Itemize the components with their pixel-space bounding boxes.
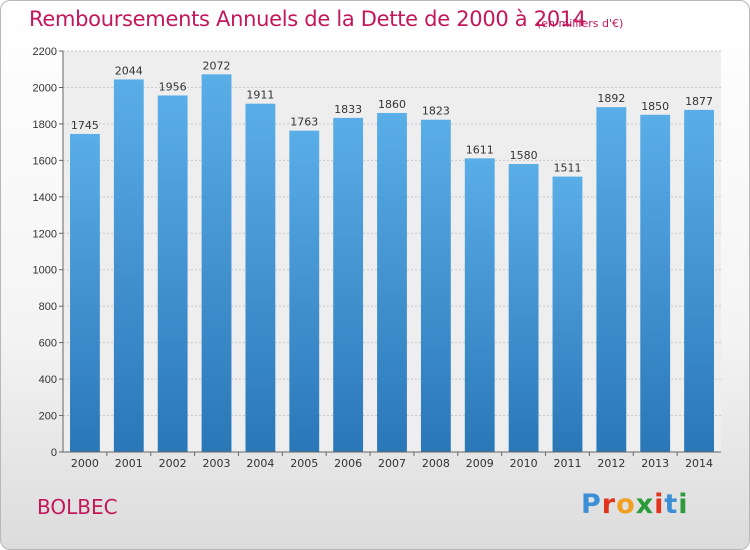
bar-value-label: 1745 (71, 119, 99, 132)
bar (464, 158, 495, 452)
bars: 1745 2044 1956 2072 1911 1763 1833 1860 1823 1611… (70, 59, 714, 453)
logo-letter: i (654, 489, 665, 520)
chart-title: Remboursements Annuels de la Dette de 20… (29, 7, 586, 31)
x-tick-label: 2010 (510, 457, 538, 470)
bar (333, 117, 364, 452)
y-tick-label: 600 (39, 338, 57, 350)
bar (508, 164, 539, 452)
y-tick-label: 2200 (33, 46, 57, 58)
city-name: BOLBEC (37, 495, 118, 519)
y-tick-label: 1800 (33, 119, 57, 131)
y-tick-label: 2000 (33, 82, 57, 94)
bar-value-label: 2044 (115, 64, 143, 77)
logo-letter: P (581, 489, 602, 520)
bar (245, 103, 276, 452)
bar-value-label: 1892 (597, 92, 625, 105)
x-tick-label: 2003 (203, 457, 231, 470)
y-tick-label: 1400 (33, 192, 57, 204)
y-tick-label: 400 (39, 374, 57, 386)
x-tick-label: 2004 (246, 457, 274, 470)
y-tick-label: 1000 (33, 265, 57, 277)
bar-value-label: 1911 (246, 89, 274, 102)
proxiti-logo[interactable]: Proxiti (581, 489, 689, 520)
bar (596, 107, 627, 452)
bar-value-label: 1511 (553, 162, 581, 175)
y-tick-label: 1200 (33, 228, 57, 240)
y-tick-label: 200 (39, 411, 57, 423)
bar-value-label: 1877 (685, 95, 713, 108)
bar-value-label: 1833 (334, 103, 362, 116)
x-tick-label: 2014 (685, 457, 713, 470)
x-tick-label: 2002 (159, 457, 187, 470)
x-axis: 2000 2001 2002 2003 2004 2005 2006 2007 2008 2009… (63, 451, 721, 470)
bar-value-label: 2072 (203, 59, 231, 72)
x-tick-label: 2000 (71, 457, 99, 470)
logo-letter: r (601, 489, 617, 520)
bar (113, 79, 144, 453)
unit-label: (en milliers d'€) (537, 17, 624, 30)
y-tick-label: 800 (39, 301, 57, 313)
x-tick-label: 2012 (597, 457, 625, 470)
x-tick-label: 2007 (378, 457, 406, 470)
bar-value-label: 1860 (378, 98, 406, 111)
bar-value-label: 1763 (290, 116, 318, 129)
bar-value-label: 1823 (422, 105, 450, 118)
x-tick-label: 2006 (334, 457, 362, 470)
x-tick-label: 2009 (466, 457, 494, 470)
logo-letter: t (664, 489, 679, 520)
logo-letter: o (616, 489, 636, 520)
y-axis: 0 200 400 600 800 1000 1200 1400 1600 1800 2000 220… (33, 46, 64, 459)
bar (684, 109, 714, 453)
x-tick-label: 2011 (553, 457, 581, 470)
y-tick-label: 1600 (33, 155, 57, 167)
bar-value-label: 1611 (466, 143, 494, 156)
bar (70, 133, 100, 453)
bar (157, 95, 188, 452)
x-tick-label: 2013 (641, 457, 669, 470)
logo-letter: x (635, 489, 655, 520)
bar (377, 112, 407, 453)
bar-value-label: 1580 (510, 149, 538, 162)
x-tick-label: 2001 (115, 457, 143, 470)
bar (640, 114, 671, 452)
x-tick-label: 2005 (290, 457, 318, 470)
bar (552, 176, 583, 452)
bar (420, 119, 451, 452)
logo-letter: i (678, 489, 689, 520)
bar-value-label: 1850 (641, 100, 669, 113)
x-tick-label: 2008 (422, 457, 450, 470)
bar (201, 74, 232, 453)
bar-value-label: 1956 (159, 80, 187, 93)
y-tick-label: 0 (51, 447, 57, 459)
bar (289, 130, 320, 452)
